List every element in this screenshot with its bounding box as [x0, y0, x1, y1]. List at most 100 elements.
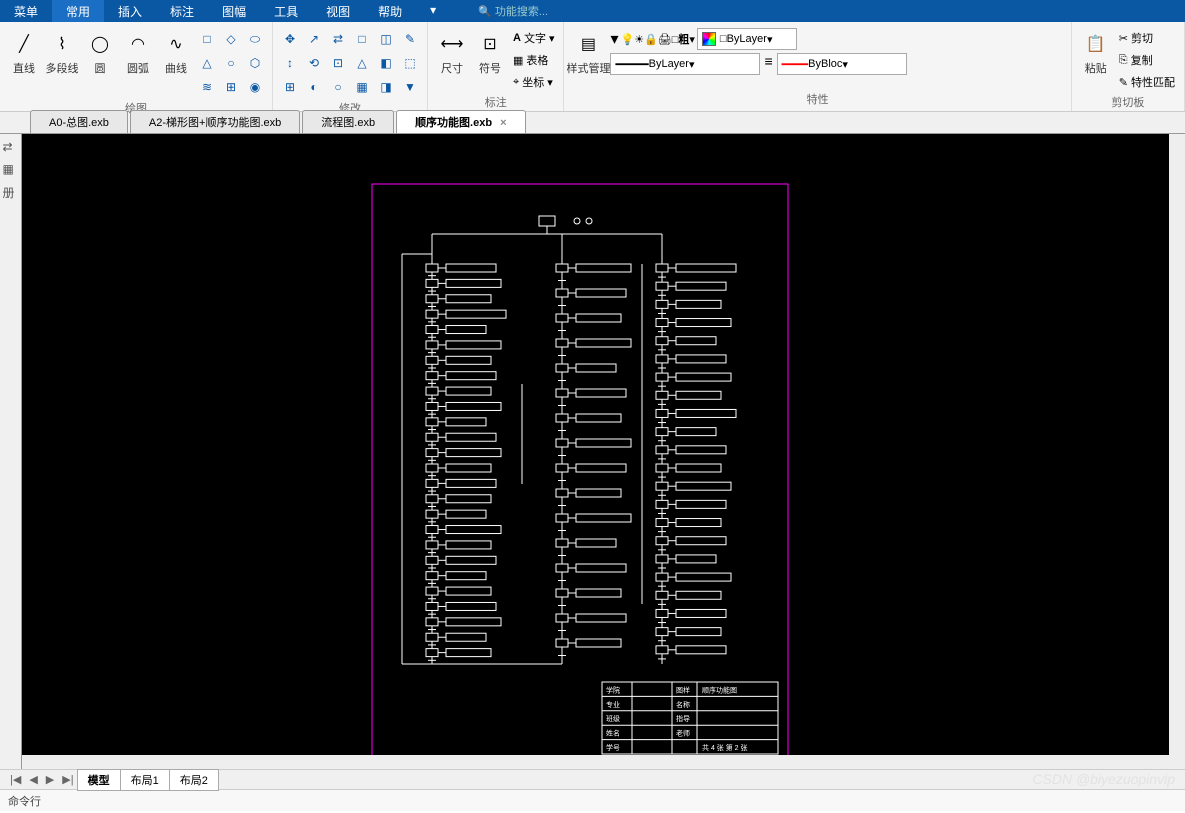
nav-next-icon[interactable]: ▶ [42, 773, 58, 786]
curve-icon: ∿ [162, 30, 190, 58]
svg-text:姓名: 姓名 [606, 729, 620, 738]
text-button[interactable]: A文字▾ [510, 28, 557, 48]
tri-icon[interactable]: △ [196, 52, 218, 74]
svg-text:名称: 名称 [676, 700, 690, 709]
draw-small-tools: □ ◇ ⬭ △ ○ ⬡ ≋ ⊞ ◉ [196, 28, 266, 98]
polyline-icon: ⌇ [48, 30, 76, 58]
menu-item[interactable]: 帮助 [364, 0, 416, 22]
wave-icon[interactable]: ≋ [196, 76, 218, 98]
half3-icon[interactable]: ◨ [375, 76, 397, 98]
menu-dropdown-icon[interactable]: ▾ [416, 0, 450, 22]
doc-tab[interactable]: A0-总图.exb [30, 110, 128, 133]
line-icon: ╱ [10, 30, 38, 58]
table-button[interactable]: ▦表格 [510, 50, 557, 70]
dimension-icon: ⟷ [438, 30, 466, 58]
close-icon[interactable]: × [500, 117, 506, 129]
arc-button[interactable]: ◠圆弧 [120, 28, 156, 78]
dash-icon[interactable]: ⬚ [399, 52, 421, 74]
layout-tab[interactable]: 布局2 [169, 769, 219, 791]
svg-text:顺序功能图: 顺序功能图 [702, 685, 737, 694]
rect2-icon[interactable]: □ [351, 28, 373, 50]
split-icon[interactable]: ◫ [375, 28, 397, 50]
tool-icon[interactable]: 册 [3, 184, 19, 200]
tri2-icon[interactable]: △ [351, 52, 373, 74]
grid-icon[interactable]: ⊞ [220, 76, 242, 98]
linetype-selector[interactable]: ━━━━ ByBloc▾ [777, 53, 907, 75]
ribbon-group-clipboard: 📋粘贴 ✂剪切 ⎘复制 ✎特性匹配 剪切板 [1072, 22, 1185, 111]
command-line[interactable]: 命令行 [0, 789, 1185, 811]
move-icon[interactable]: ✥ [279, 28, 301, 50]
circle-button[interactable]: ◯圆 [82, 28, 118, 78]
symbol-icon: ⊡ [476, 30, 504, 58]
offset-icon[interactable]: ↗ [303, 28, 325, 50]
coord-button[interactable]: ⌖坐标▾ [510, 72, 557, 92]
edit-icon[interactable]: ✎ [399, 28, 421, 50]
curve-button[interactable]: ∿曲线 [158, 28, 194, 78]
circle-icon: ◯ [86, 30, 114, 58]
svg-text:指导: 指导 [676, 714, 690, 723]
menu-item[interactable]: 插入 [104, 0, 156, 22]
menu-item[interactable]: 图幅 [208, 0, 260, 22]
annotate-side: A文字▾ ▦表格 ⌖坐标▾ [510, 28, 557, 92]
doc-tab[interactable]: 顺序功能图.exb× [396, 110, 525, 133]
arc-icon: ◠ [124, 30, 152, 58]
style-manager-button[interactable]: ▤样式管理 [570, 28, 606, 78]
layout-tab[interactable]: 布局1 [120, 769, 170, 791]
color-selector[interactable]: □ ByLayer ▾ [697, 28, 797, 50]
cut-button[interactable]: ✂剪切 [1116, 28, 1178, 48]
svg-text:图样: 图样 [676, 685, 690, 694]
ellipse-icon[interactable]: ⬭ [244, 28, 266, 50]
hex-icon[interactable]: ⬡ [244, 52, 266, 74]
dimension-button[interactable]: ⟷尺寸 [434, 28, 470, 78]
drop-icon[interactable]: ▼ [399, 76, 421, 98]
dot-icon[interactable]: ◉ [244, 76, 266, 98]
match-prop-button[interactable]: ✎特性匹配 [1116, 72, 1178, 92]
ribbon-group-properties: ▤样式管理 ▾ 💡☀🔒🖨□粗▾ □ ByLayer ▾ ━━━━━ ByLaye… [564, 22, 1071, 111]
half-icon[interactable]: ◧ [375, 52, 397, 74]
circ2-icon[interactable]: ○ [220, 52, 242, 74]
box-icon[interactable]: ⊡ [327, 52, 349, 74]
hatch-icon[interactable]: ▦ [351, 76, 373, 98]
nav-last-icon[interactable]: ▶| [58, 773, 77, 786]
copy-button[interactable]: ⎘复制 [1116, 50, 1178, 70]
tool-icon[interactable]: ▦ [3, 162, 19, 178]
circ3-icon[interactable]: ○ [327, 76, 349, 98]
rotate-icon[interactable]: ⟲ [303, 52, 325, 74]
nav-first-icon[interactable]: |◀ [6, 773, 25, 786]
nav-prev-icon[interactable]: ◀ [25, 773, 41, 786]
menu-item[interactable]: 常用 [52, 0, 104, 22]
half2-icon[interactable]: ◐ [303, 76, 325, 98]
menu-item[interactable]: 工具 [260, 0, 312, 22]
layout-tab-model[interactable]: 模型 [77, 769, 121, 791]
menu-item[interactable]: 视图 [312, 0, 364, 22]
menu-item[interactable]: 菜单 [0, 0, 52, 22]
doc-tab[interactable]: A2-梯形图+顺序功能图.exb [130, 110, 300, 133]
ribbon-group-modify: ✥ ↗ ⇄ □ ◫ ✎ ↕ ⟲ ⊡ △ ◧ ⬚ ⊞ ◐ ○ ▦ ◨ ▼ 修改 [273, 22, 428, 111]
function-search[interactable]: 🔍 功能搜索... [470, 0, 556, 22]
paste-icon: 📋 [1082, 30, 1110, 58]
menu-item[interactable]: 标注 [156, 0, 208, 22]
mirror-icon[interactable]: ⇄ [327, 28, 349, 50]
svg-text:班级: 班级 [606, 714, 620, 723]
svg-text:学号: 学号 [606, 743, 620, 752]
svg-text:专业: 专业 [606, 700, 620, 709]
rect-icon[interactable]: □ [196, 28, 218, 50]
line-button[interactable]: ╱直线 [6, 28, 42, 78]
style-icon: ▤ [574, 30, 602, 58]
lineweight-selector[interactable]: ━━━━━ ByLayer▾ [610, 53, 760, 75]
tool-icon[interactable]: ⇄ [3, 140, 19, 156]
drawing-canvas[interactable]: 学院图样顺序功能图专业名称班级指导姓名老师学号共 4 张 第 2 张 [22, 134, 1169, 769]
layer-dd-icon[interactable]: ▾ [610, 29, 618, 49]
array-icon[interactable]: ⊞ [279, 76, 301, 98]
doc-tab[interactable]: 流程图.exb [302, 110, 394, 133]
paste-button[interactable]: 📋粘贴 [1078, 28, 1114, 78]
stretch-icon[interactable]: ↕ [279, 52, 301, 74]
svg-text:共 4 张 第 2 张: 共 4 张 第 2 张 [702, 743, 748, 752]
symbol-button[interactable]: ⊡符号 [472, 28, 508, 78]
polyline-button[interactable]: ⌇多段线 [44, 28, 80, 78]
diamond-icon[interactable]: ◇ [220, 28, 242, 50]
menu-bar: 菜单 常用 插入 标注 图幅 工具 视图 帮助 ▾ 🔍 功能搜索... [0, 0, 1185, 22]
horizontal-scrollbar[interactable] [22, 755, 1169, 769]
group-label: 标注 [434, 92, 557, 112]
vertical-scrollbar[interactable] [1169, 134, 1185, 769]
